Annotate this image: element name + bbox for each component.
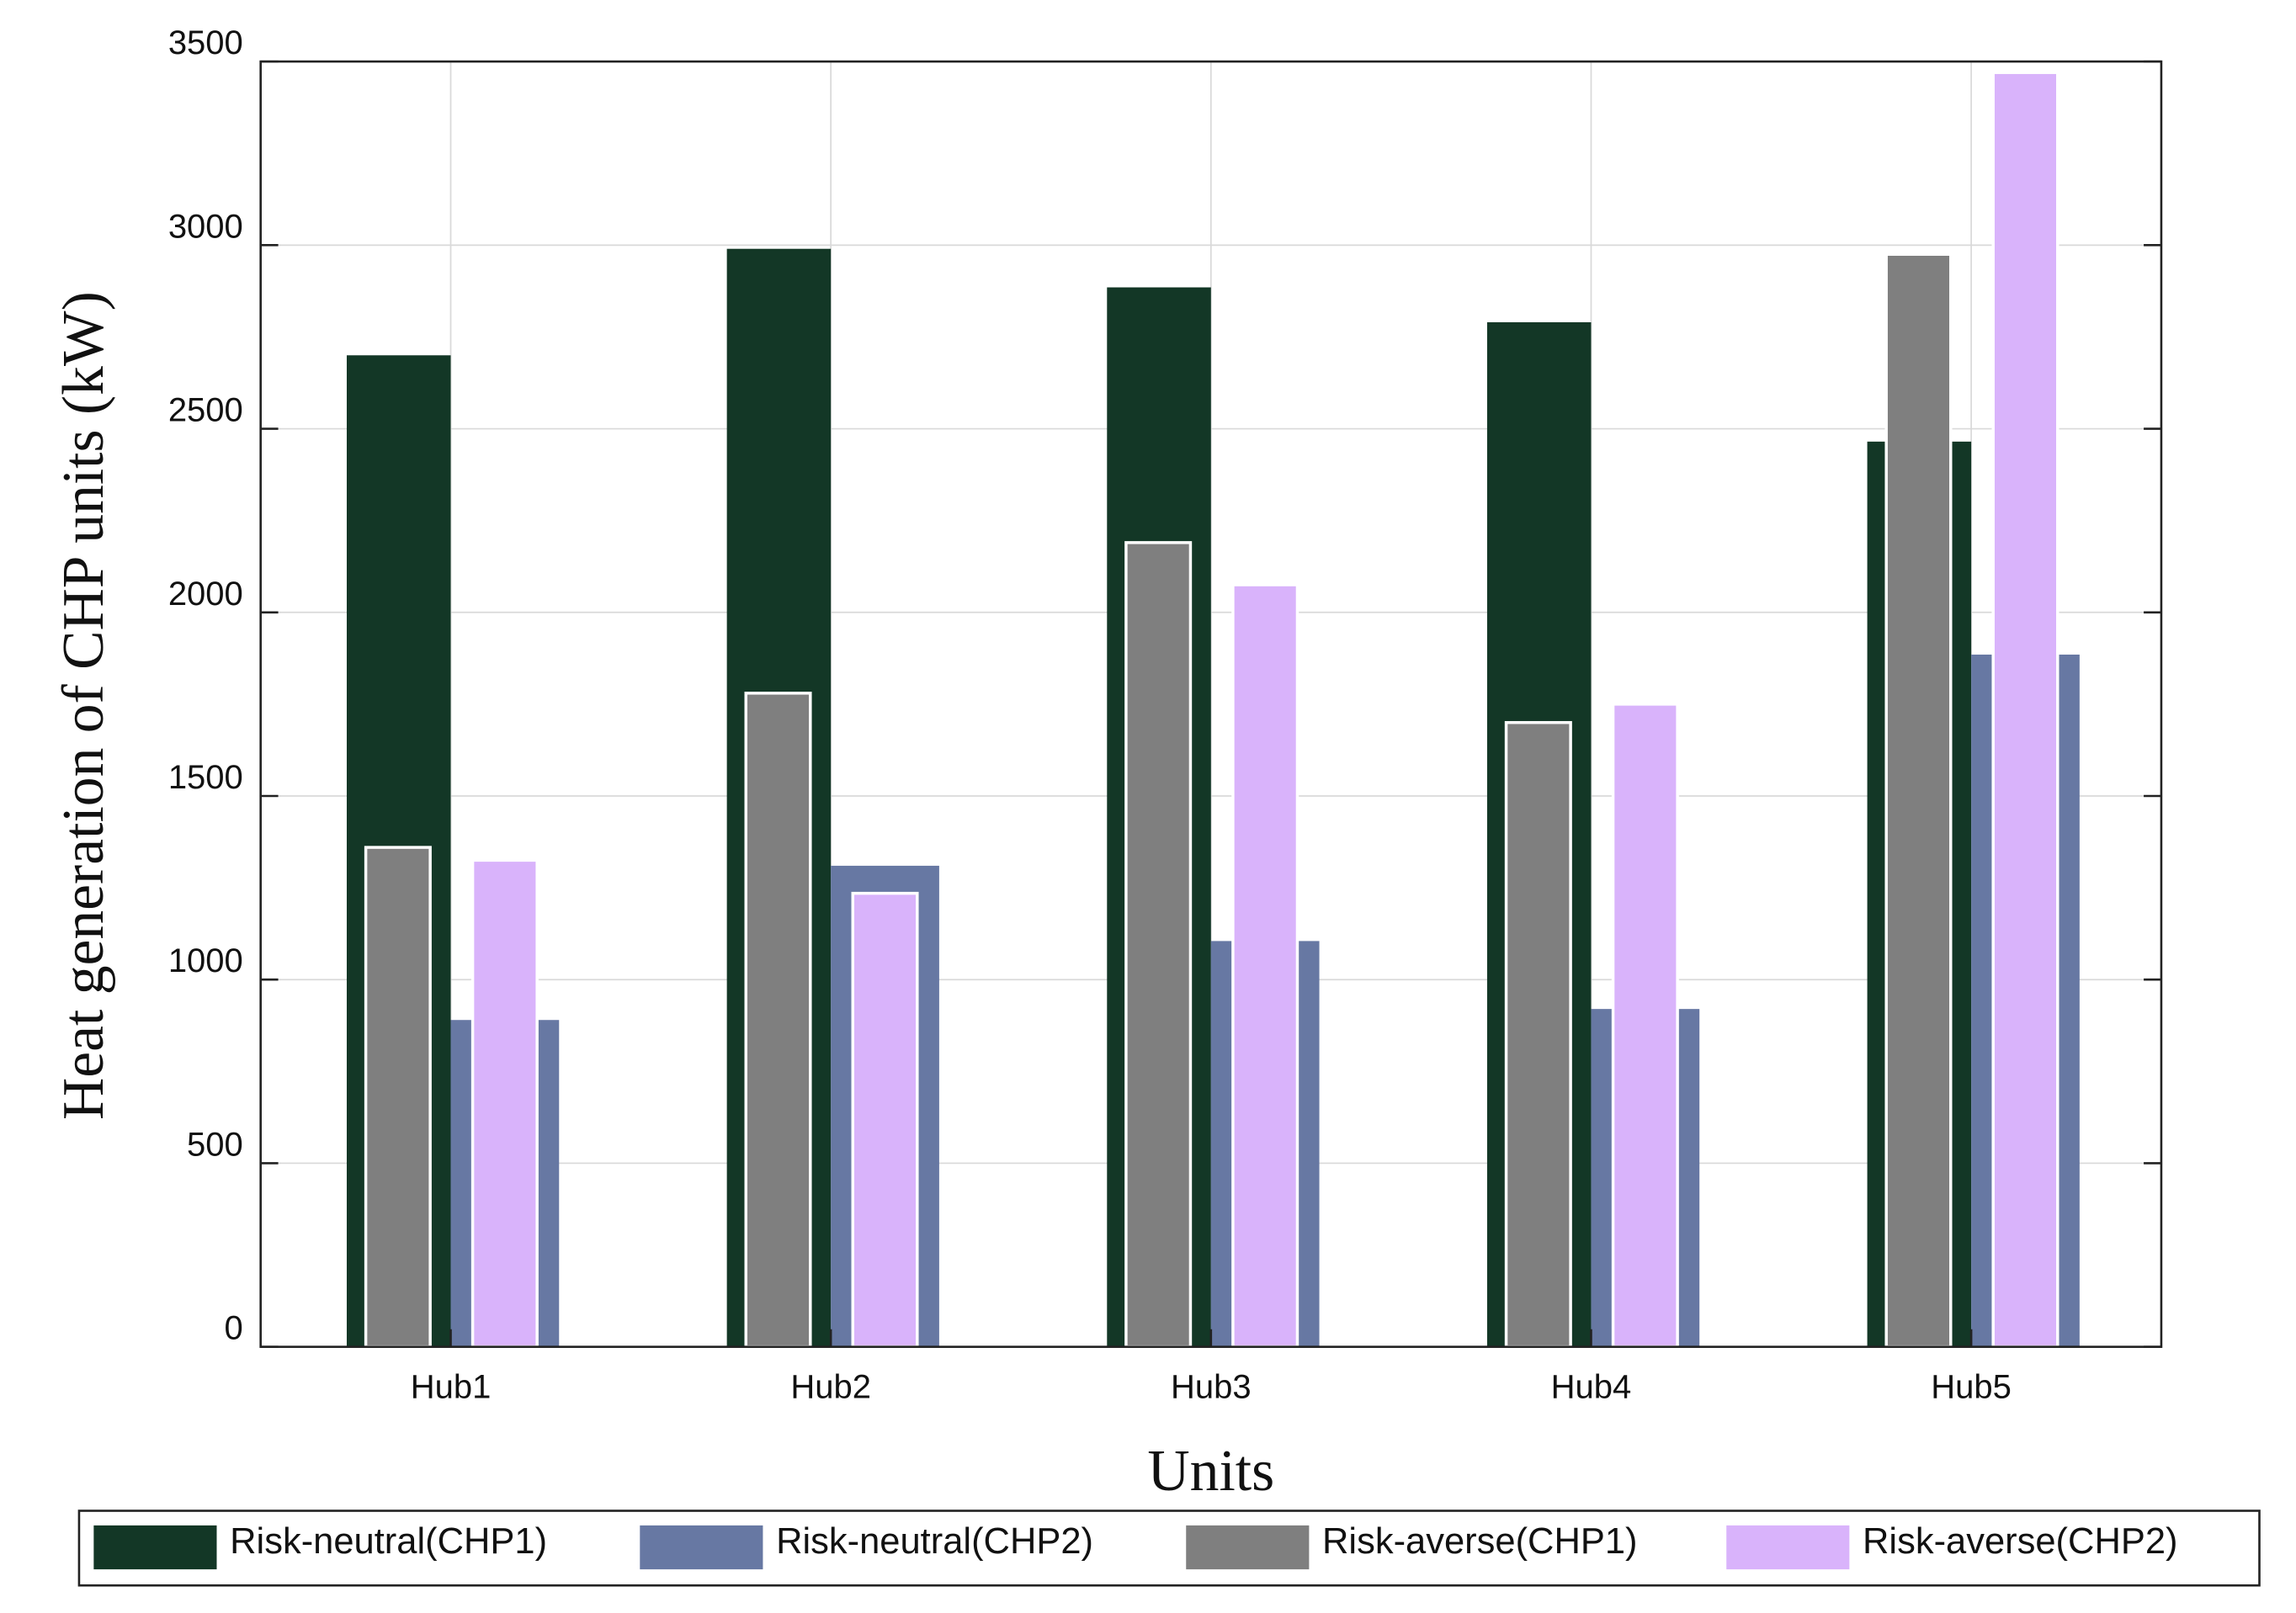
legend: Risk-neutral(CHP1) Risk-neutral(CHP2) Risk… xyxy=(93,1521,2178,1570)
legend-box xyxy=(77,1510,2261,1587)
y-tick-label: 1500 xyxy=(168,759,243,796)
legend-label: Risk-averse(CHP2) xyxy=(1863,1521,2178,1562)
y-axis-label: Heat generation of CHP units (kW) xyxy=(51,291,116,1120)
x-tick-label: Hub1 xyxy=(411,1369,492,1406)
legend-label: Risk-neutral(CHP1) xyxy=(230,1521,547,1562)
bar xyxy=(1611,703,1679,1349)
bar xyxy=(1504,720,1572,1349)
legend-swatch xyxy=(93,1525,217,1570)
y-tick-label: 3000 xyxy=(168,208,243,245)
bar xyxy=(1231,583,1299,1349)
y-tick-label: 3500 xyxy=(168,24,243,61)
bar xyxy=(470,858,539,1349)
x-tick-label: Hub3 xyxy=(1171,1369,1252,1406)
bar xyxy=(1124,541,1193,1349)
y-tick-label: 2000 xyxy=(168,576,243,613)
x-tick-label: Hub4 xyxy=(1551,1369,1632,1406)
bar xyxy=(851,891,919,1349)
legend-swatch xyxy=(640,1525,763,1570)
plot-frame xyxy=(259,60,2163,1348)
legend-label: Risk-neutral(CHP2) xyxy=(776,1521,1093,1562)
x-tick-label: Hub2 xyxy=(790,1369,871,1406)
x-tick-label: Hub5 xyxy=(1931,1369,2012,1406)
y-tick-label: 500 xyxy=(187,1126,243,1163)
bar xyxy=(1991,71,2059,1349)
bars xyxy=(346,71,2080,1349)
bar xyxy=(744,692,812,1349)
y-tick-label: 1000 xyxy=(168,942,243,979)
y-tick-label: 2500 xyxy=(168,392,243,429)
y-tick-label: 0 xyxy=(225,1310,243,1347)
x-axis-label: Units xyxy=(1147,1439,1274,1504)
legend-swatch xyxy=(1186,1525,1310,1570)
bar xyxy=(364,846,432,1349)
ticks: 0 500 1000 1500 2000 2500 3000 3500 Hub1 Hub2 Hub3… xyxy=(168,24,2161,1406)
legend-label: Risk-averse(CHP1) xyxy=(1322,1521,1638,1562)
bar xyxy=(1884,252,1953,1349)
legend-swatch xyxy=(1726,1525,1850,1570)
